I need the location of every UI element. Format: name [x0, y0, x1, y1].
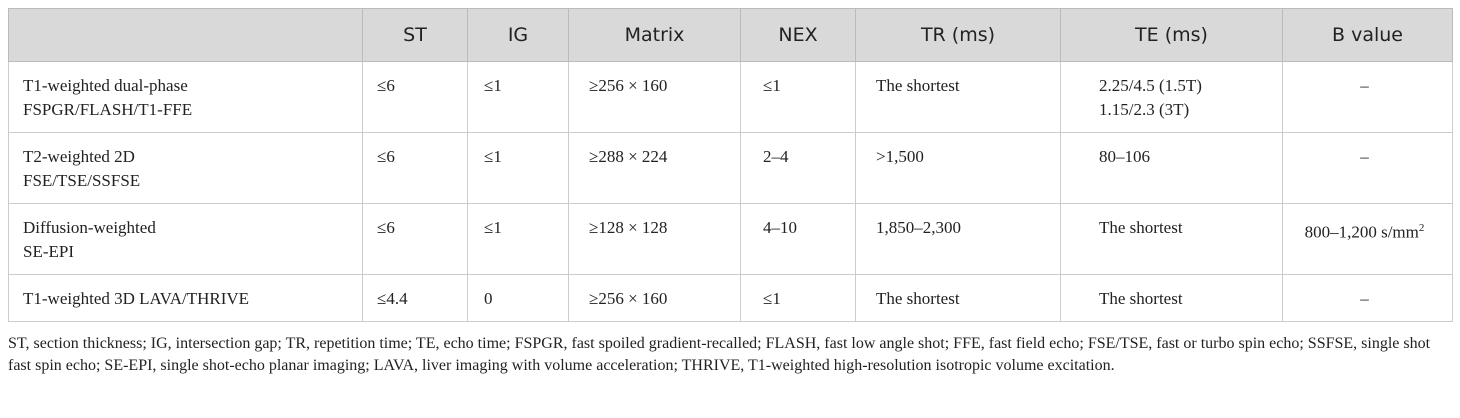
table: ST IG Matrix NEX TR (ms) TE (ms) B value T1-we…: [8, 8, 1453, 322]
cell-line: ≤1: [484, 147, 502, 166]
table-cell: 2–4: [740, 132, 856, 204]
row-label-cell: Diffusion-weighted SE-EPI: [8, 203, 363, 275]
table-cell: The shortest: [1060, 274, 1283, 322]
cell-line: 4–10: [763, 218, 797, 237]
table-cell: 1,850–2,300: [855, 203, 1061, 275]
cell-line: T1-weighted dual-phase: [23, 76, 188, 95]
cell-line: ≥128 × 128: [589, 218, 668, 237]
table-cell: ≤4.4: [362, 274, 468, 322]
header-row: ST IG Matrix NEX TR (ms) TE (ms) B value: [8, 8, 1453, 62]
cell-line: FSE/TSE/SSFSE: [23, 171, 141, 190]
cell-line: –: [1360, 76, 1369, 95]
cell-line: 80–106: [1099, 147, 1150, 166]
cell-line: 2–4: [763, 147, 789, 166]
cell-line: The shortest: [876, 289, 960, 308]
cell-line: The shortest: [1099, 218, 1183, 237]
table-cell: ≤1: [467, 61, 569, 133]
table-cell: The shortest: [855, 61, 1061, 133]
cell-line: ≤1: [484, 76, 502, 95]
row-label-cell: T1-weighted 3D LAVA/THRIVE: [8, 274, 363, 322]
table-row: T2-weighted 2D FSE/TSE/SSFSE ≤6 ≤1 ≥288 × 22…: [8, 132, 1453, 204]
cell-line: ≥256 × 160: [589, 289, 668, 308]
cell-line: 1.15/2.3 (3T): [1099, 100, 1190, 119]
table-row: T1-weighted dual-phase FSPGR/FLASH/T1-FFE…: [8, 61, 1453, 133]
header-cell: IG: [467, 8, 569, 62]
table-cell: –: [1282, 132, 1453, 204]
header-cell: Matrix: [568, 8, 741, 62]
table-cell: ≤1: [740, 61, 856, 133]
table-cell: The shortest: [855, 274, 1061, 322]
header-cell: ST: [362, 8, 468, 62]
cell-line: >1,500: [876, 147, 924, 166]
cell-line: ≥288 × 224: [589, 147, 668, 166]
cell-line: ≥256 × 160: [589, 76, 668, 95]
table-container: ST IG Matrix NEX TR (ms) TE (ms) B value T1-we…: [8, 8, 1453, 377]
row-label-cell: T1-weighted dual-phase FSPGR/FLASH/T1-FFE: [8, 61, 363, 133]
cell-line: 2.25/4.5 (1.5T): [1099, 76, 1202, 95]
cell-line: ≤4.4: [377, 289, 408, 308]
cell-line: ≤6: [377, 147, 395, 166]
cell-line: T1-weighted 3D LAVA/THRIVE: [23, 289, 250, 308]
table-cell: ≤1: [467, 203, 569, 275]
table-cell: 800–1,200 s/mm2: [1282, 203, 1453, 275]
table-cell: 4–10: [740, 203, 856, 275]
header-cell: TR (ms): [855, 8, 1061, 62]
table-body: T1-weighted dual-phase FSPGR/FLASH/T1-FFE…: [8, 61, 1453, 322]
table-cell: ≥256 × 160: [568, 274, 741, 322]
cell-line: The shortest: [1099, 289, 1183, 308]
table-cell: ≤1: [740, 274, 856, 322]
cell-line: 1,850–2,300: [876, 218, 961, 237]
table-cell: ≥288 × 224: [568, 132, 741, 204]
row-label-cell: T2-weighted 2D FSE/TSE/SSFSE: [8, 132, 363, 204]
table-cell: >1,500: [855, 132, 1061, 204]
cell-line: –: [1360, 147, 1369, 166]
cell-line: ≤1: [763, 289, 781, 308]
header-cell: NEX: [740, 8, 856, 62]
table-cell: ≤6: [362, 61, 468, 133]
table-cell: –: [1282, 61, 1453, 133]
table-cell: –: [1282, 274, 1453, 322]
footnote: ST, section thickness; IG, intersection …: [8, 335, 1431, 374]
table-cell: ≤6: [362, 203, 468, 275]
cell-line: T2-weighted 2D: [23, 147, 135, 166]
cell-line: 0: [484, 289, 493, 308]
table-row: Diffusion-weighted SE-EPI ≤6 ≤1 ≥128 × 128 4–…: [8, 203, 1453, 275]
header-cell: [8, 8, 363, 62]
table-cell: The shortest: [1060, 203, 1283, 275]
table-cell: ≥128 × 128: [568, 203, 741, 275]
table-cell: ≤6: [362, 132, 468, 204]
table-cell: ≤1: [467, 132, 569, 204]
cell-line: The shortest: [876, 76, 960, 95]
cell-line: 800–1,200 s/mm2: [1287, 216, 1442, 245]
cell-text: 800–1,200 s/mm: [1304, 222, 1419, 242]
cell-line: ≤1: [763, 76, 781, 95]
table-cell: ≥256 × 160: [568, 61, 741, 133]
table-cell: 80–106: [1060, 132, 1283, 204]
cell-line: SE-EPI: [23, 242, 74, 261]
superscript: 2: [1418, 222, 1425, 234]
table-cell: 2.25/4.5 (1.5T) 1.15/2.3 (3T): [1060, 61, 1283, 133]
cell-line: ≤6: [377, 76, 395, 95]
header-cell: TE (ms): [1060, 8, 1283, 62]
cell-line: Diffusion-weighted: [23, 218, 156, 237]
table-cell: 0: [467, 274, 569, 322]
table-row: T1-weighted 3D LAVA/THRIVE ≤4.4 0 ≥256 × 16…: [8, 274, 1453, 322]
cell-line: ≤6: [377, 218, 395, 237]
cell-line: FSPGR/FLASH/T1-FFE: [23, 100, 193, 119]
header-cell: B value: [1282, 8, 1453, 62]
cell-line: ≤1: [484, 218, 502, 237]
cell-line: –: [1360, 289, 1369, 308]
